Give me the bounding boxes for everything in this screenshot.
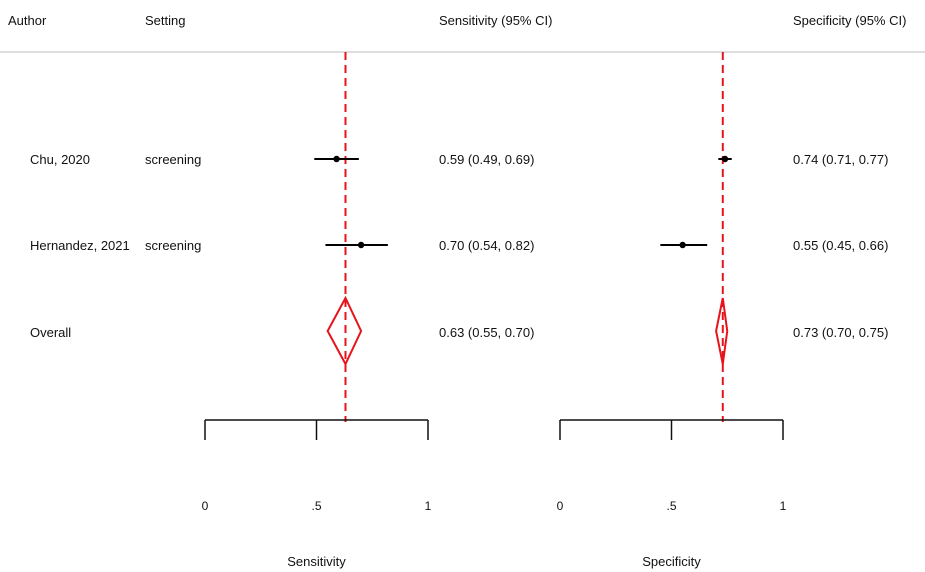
row-2-specificity-text: 0.55 (0.45, 0.66) [793,238,888,253]
sensitivity-point-chu [333,155,340,163]
overall-label: Overall [30,325,71,340]
row-2-sensitivity-text: 0.70 (0.54, 0.82) [439,238,534,253]
specificity-point-hernandez [679,241,686,249]
sensitivity-axis-title: Sensitivity [287,554,346,569]
setting-header: Setting [145,13,185,28]
row-1-sensitivity-text: 0.59 (0.49, 0.69) [439,152,534,167]
specificity-point-chu [721,155,729,163]
specificity-tick-label-2: 1 [780,499,787,513]
sensitivity-overall-diamond [326,295,363,367]
sensitivity-tick-label-0: 0 [202,499,209,513]
row-1-specificity-text: 0.74 (0.71, 0.77) [793,152,888,167]
row-2-setting: screening [145,238,201,253]
specificity-tick-label-0: 0 [557,499,564,513]
sensitivity-ci-header: Sensitivity (95% CI) [439,13,552,28]
overall-sensitivity-text: 0.63 (0.55, 0.70) [439,325,534,340]
row-1-author: Chu, 2020 [30,152,90,167]
sensitivity-point-hernandez [357,241,365,249]
row-1-setting: screening [145,152,201,167]
specificity-ci-header: Specificity (95% CI) [793,13,906,28]
specificity-axis-title: Specificity [642,554,701,569]
overall-specificity-text: 0.73 (0.70, 0.75) [793,325,888,340]
specificity-panel: 0 .5 1 Specificity [557,52,787,569]
row-2-author: Hernandez, 2021 [30,238,130,253]
author-header: Author [8,13,47,28]
sensitivity-tick-label-1: .5 [311,499,321,513]
sensitivity-panel: 0 .5 1 Sensitivity [202,52,432,569]
specificity-tick-label-1: .5 [666,499,676,513]
specificity-overall-diamond [715,297,729,365]
sensitivity-tick-label-2: 1 [425,499,432,513]
